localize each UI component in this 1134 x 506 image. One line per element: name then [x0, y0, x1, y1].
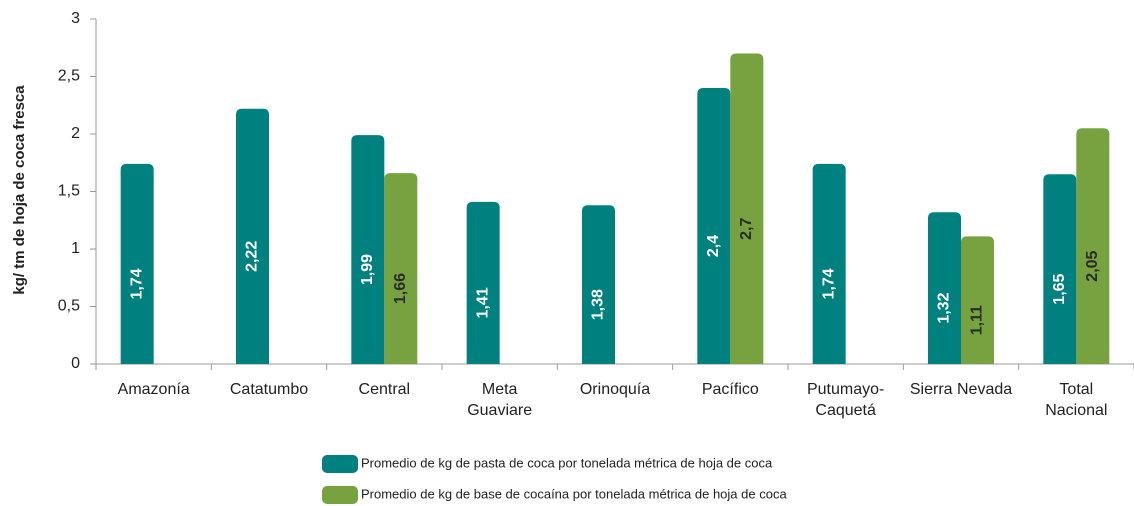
x-tick-label: Total Nacional	[1045, 381, 1107, 419]
x-tick-label: Pacífico	[702, 381, 759, 398]
x-tick-label: Orinoquía	[580, 381, 650, 398]
value-label: 1,65	[1051, 273, 1068, 304]
bar	[1076, 128, 1110, 364]
value-label: 1,38	[590, 289, 607, 320]
value-label: 1,74	[820, 268, 837, 299]
y-tick-label: 2	[71, 125, 80, 142]
bar	[730, 53, 764, 364]
bar	[120, 163, 154, 364]
value-label: 1,41	[474, 287, 491, 318]
bar	[697, 88, 731, 364]
value-label: 2,4	[705, 235, 722, 257]
value-label: 1,32	[936, 292, 953, 323]
x-tick-label: Amazonía	[118, 381, 190, 398]
legend-label: Promedio de kg de base de cocaína por to…	[361, 486, 787, 501]
value-label: 2,7	[738, 218, 755, 240]
x-tick-label: Meta Guaviare	[467, 381, 532, 419]
bar	[384, 173, 418, 364]
y-tick-label: 1,5	[58, 183, 80, 200]
x-tick-label: Central	[359, 381, 411, 398]
y-axis-label: kg/ tm de hoja de coca fresca	[11, 85, 28, 295]
bar	[1043, 174, 1077, 364]
bar	[351, 135, 385, 364]
bar	[466, 201, 500, 364]
bar	[812, 163, 846, 364]
bar	[928, 212, 961, 364]
legend-swatch	[322, 486, 358, 504]
value-label: 1,11	[969, 305, 986, 335]
value-label: 2,05	[1084, 250, 1101, 281]
x-tick-label: Catatumbo	[230, 381, 308, 398]
y-tick-label: 1	[71, 240, 80, 257]
legend-label: Promedio de kg de pasta de coca por tone…	[361, 455, 773, 470]
value-label: 1,66	[392, 273, 409, 304]
legend-swatch	[322, 455, 358, 473]
x-tick-label: Putumayo-Caquetá	[807, 381, 884, 419]
bar	[582, 205, 615, 364]
y-tick-label: 2,5	[58, 68, 80, 85]
bar	[961, 236, 994, 364]
y-tick-label: 3	[71, 10, 80, 27]
value-label: 2,22	[244, 241, 261, 272]
x-tick-label: Sierra Nevada	[910, 381, 1012, 398]
value-label: 1,99	[359, 254, 376, 285]
y-tick-label: 0	[71, 355, 80, 372]
value-label: 1,74	[128, 268, 145, 299]
bar	[236, 108, 269, 364]
y-tick-label: 0,5	[58, 298, 80, 315]
